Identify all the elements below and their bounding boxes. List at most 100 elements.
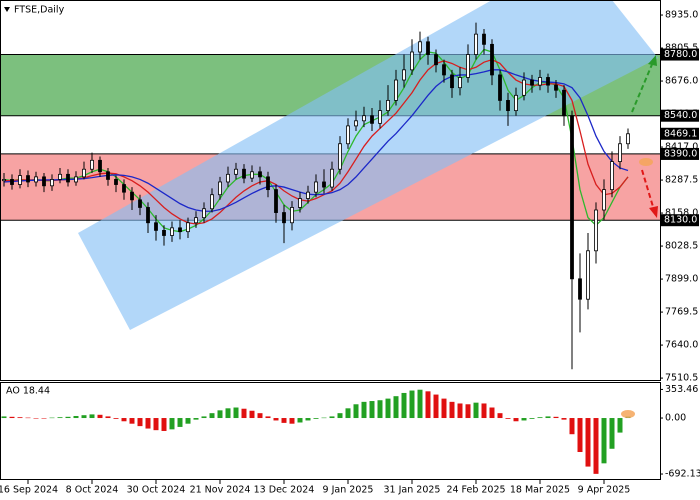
candle-body — [602, 189, 606, 211]
y-tick-label: 8158.0 — [665, 208, 698, 219]
candle-body — [530, 79, 534, 86]
ao-bar — [553, 416, 559, 419]
ao-bar — [273, 418, 279, 421]
candle-body — [418, 41, 422, 53]
candle-body — [66, 173, 70, 183]
candle-body — [514, 94, 518, 112]
candle-body — [314, 181, 318, 193]
trend-channel — [78, 0, 658, 330]
ao-bar — [537, 417, 543, 419]
candle-body — [450, 74, 454, 89]
ao-bar — [129, 418, 135, 424]
price-label: 8390.0 — [664, 148, 697, 159]
candle-body — [434, 54, 438, 66]
ao-bar — [257, 413, 263, 419]
candle-body — [258, 171, 262, 178]
candle-body — [626, 133, 630, 145]
x-tick-label: 24 Feb 2025 — [446, 485, 505, 496]
ao-bar — [361, 401, 367, 419]
y-tick-label: 7640.0 — [665, 340, 698, 351]
candle-body — [386, 100, 390, 112]
candle-body — [298, 198, 302, 208]
ao-bar — [33, 418, 39, 419]
ao-bar — [193, 418, 199, 420]
ao-bar — [305, 418, 311, 421]
candle-body — [250, 171, 254, 179]
x-tick-label: 8 Oct 2024 — [66, 485, 119, 496]
candle-body — [178, 227, 182, 233]
y-tick-label: 7769.5 — [665, 307, 698, 318]
y-tick-label: 8417.0 — [665, 142, 698, 153]
ao-bar — [241, 408, 247, 419]
candle-body — [218, 181, 222, 196]
candle-body — [338, 143, 342, 170]
candle-body — [354, 120, 358, 127]
y-tick-label: 7510.5 — [665, 373, 698, 384]
ao-title: AO 18.44 — [6, 386, 50, 397]
y-tick-label: 8676.0 — [665, 76, 698, 87]
candle-body — [34, 176, 38, 183]
ao-bar — [25, 417, 31, 419]
ao-bar — [353, 404, 359, 419]
ao-bar — [337, 413, 343, 419]
ao-bar — [169, 418, 175, 430]
candle-body — [202, 208, 206, 219]
marker — [639, 158, 653, 166]
x-tick-label: 31 Jan 2025 — [384, 485, 441, 496]
candle-body — [322, 181, 326, 188]
ao-bar — [9, 416, 15, 419]
ao-bar — [545, 416, 551, 419]
x-tick-label: 21 Nov 2024 — [190, 485, 251, 496]
candle-body — [274, 189, 278, 213]
ao-bar — [505, 418, 511, 419]
candle-body — [570, 115, 574, 280]
ao-bar — [617, 418, 623, 433]
y-tick-label: 0.00 — [665, 413, 686, 424]
ao-bar — [321, 417, 327, 419]
ao-bar — [137, 418, 143, 427]
ao-bar — [161, 418, 167, 431]
price-label-box — [661, 127, 699, 140]
ao-bar — [529, 418, 535, 419]
ao-bar — [105, 416, 111, 419]
candle-body — [114, 179, 118, 185]
candle-body — [146, 207, 150, 224]
menu-icon[interactable] — [4, 7, 10, 12]
ao-bar — [113, 418, 119, 419]
ao-bar — [409, 390, 415, 419]
candle-body — [10, 179, 14, 185]
ao-bar — [153, 418, 159, 431]
price-label-box — [661, 48, 699, 61]
candle-body — [442, 64, 446, 76]
ao-bar — [49, 417, 55, 419]
candle-body — [498, 74, 502, 101]
y-tick-label: -692.13 — [665, 469, 700, 480]
x-tick-label: 9 Apr 2025 — [578, 485, 631, 496]
ao-bar — [313, 418, 319, 419]
ao-bar — [385, 398, 391, 419]
ao-bar — [217, 410, 223, 419]
candle-body — [554, 84, 558, 91]
ao-bar — [57, 417, 63, 419]
marker — [621, 410, 635, 418]
ao-bar — [209, 413, 215, 419]
ao-bar — [73, 416, 79, 419]
candle-body — [50, 179, 54, 187]
ao-bar — [417, 389, 423, 419]
candle-body — [18, 175, 22, 185]
price-panel-border — [0, 0, 661, 381]
arrow-head — [648, 55, 657, 66]
candle-body — [210, 194, 214, 210]
price-label-box — [661, 109, 699, 122]
candle-body — [162, 229, 166, 236]
candle-body — [234, 168, 238, 175]
candle-body — [74, 176, 78, 183]
ao-bar — [329, 416, 335, 419]
candle-body — [90, 159, 94, 170]
ao-bar — [577, 418, 583, 453]
candle-body — [42, 176, 46, 187]
candle-body — [226, 173, 230, 183]
ao-bar — [249, 410, 255, 419]
candle-body — [482, 33, 486, 45]
